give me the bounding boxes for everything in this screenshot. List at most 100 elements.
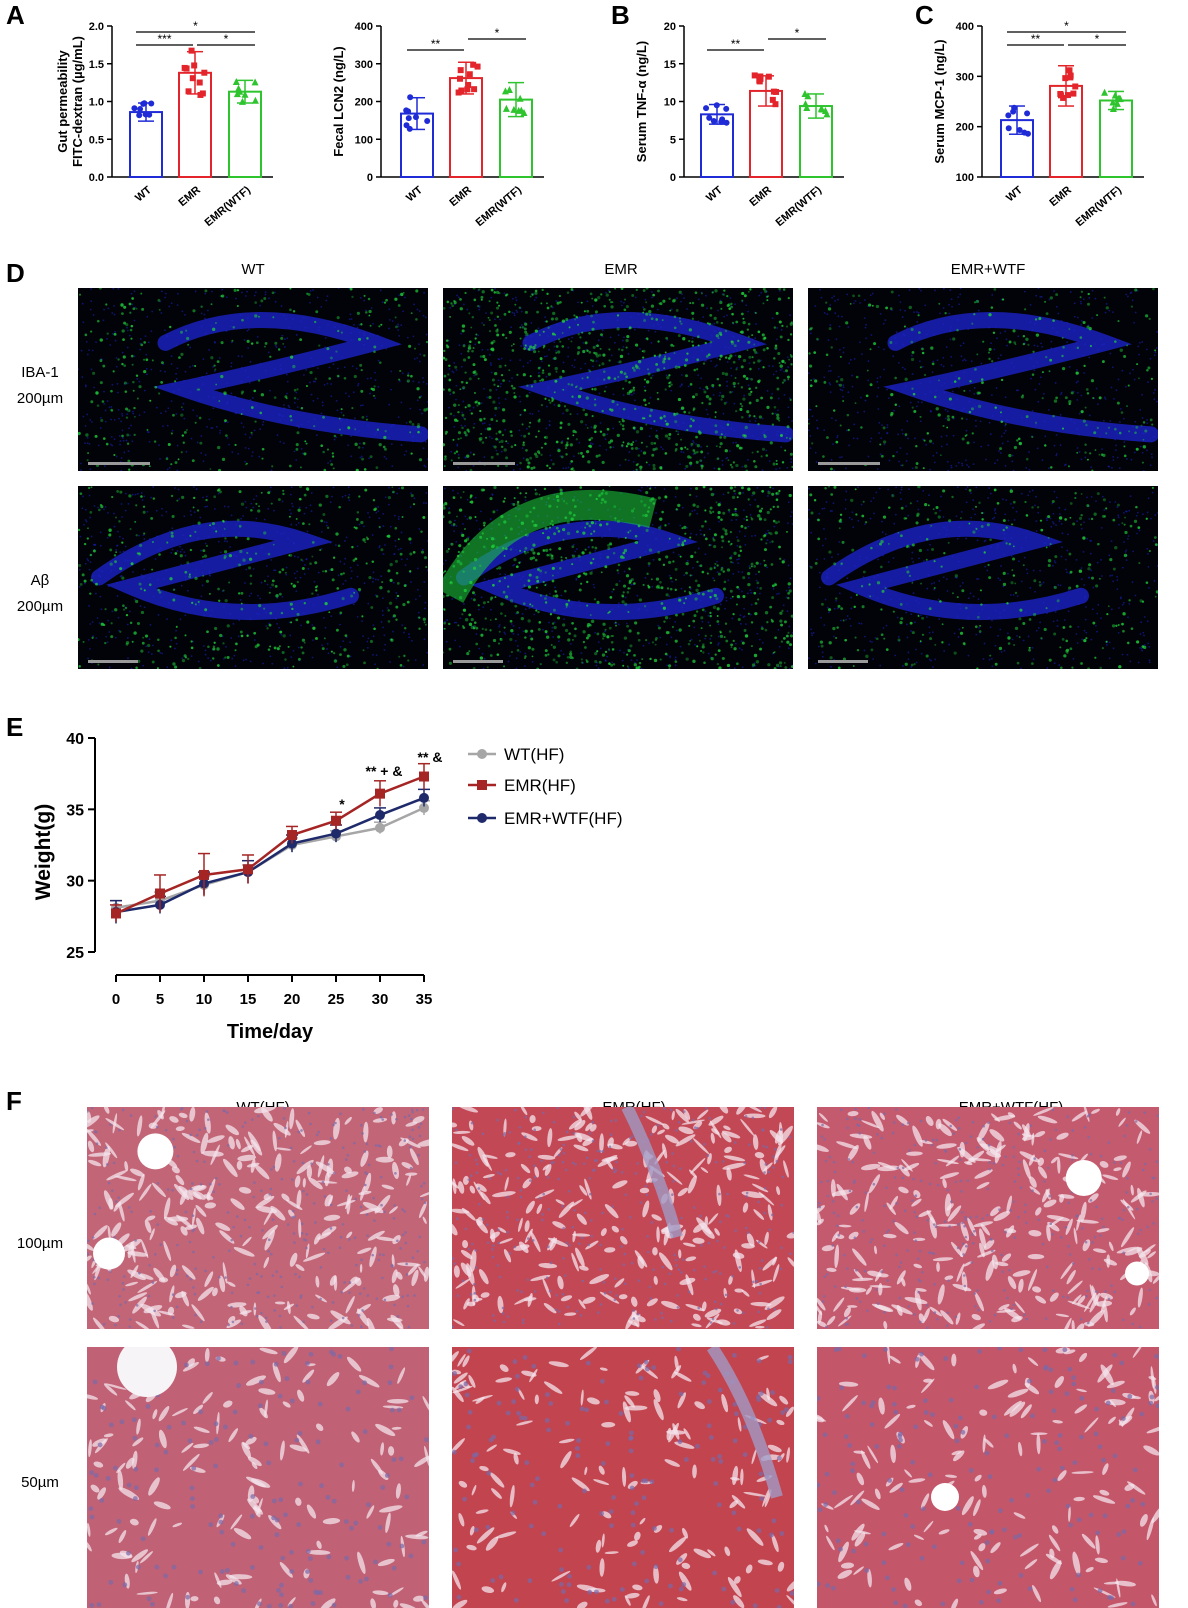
nucleus [208, 1440, 214, 1445]
sinusoid [724, 1546, 731, 1557]
sinusoid [171, 1408, 188, 1417]
nucleus [230, 1541, 236, 1547]
data-point [466, 71, 473, 78]
sinusoid [680, 1229, 686, 1241]
sinusoid [950, 1598, 959, 1608]
nucleus [283, 1107, 286, 1110]
nucleus [880, 1136, 883, 1140]
f-row-label-50um: 50µm [21, 1474, 59, 1491]
scale-bar [453, 660, 503, 663]
legend-label: EMR+WTF(HF) [504, 809, 623, 828]
nucleus [118, 1294, 121, 1298]
sinusoid [727, 1577, 742, 1598]
nucleus [822, 1432, 828, 1438]
sinusoid [452, 1178, 457, 1194]
sinusoid [903, 1162, 920, 1171]
nucleus [192, 1150, 196, 1154]
sinusoid [264, 1399, 268, 1418]
sinusoid [206, 1192, 211, 1201]
sinusoid [582, 1137, 594, 1147]
nucleus [456, 1217, 459, 1220]
nucleus [923, 1410, 929, 1415]
sinusoid [568, 1199, 583, 1208]
nucleus [1008, 1268, 1011, 1272]
sinusoid [557, 1135, 579, 1141]
nucleus [752, 1280, 755, 1284]
nucleus [788, 1135, 792, 1139]
nucleus [876, 1133, 879, 1136]
sinusoid [1037, 1157, 1045, 1167]
histology-image-r1-c1 [87, 1107, 429, 1329]
nucleus [491, 1248, 494, 1251]
data-point [1109, 104, 1117, 112]
nucleus [1120, 1555, 1126, 1561]
nucleus [642, 1110, 646, 1114]
sinusoid [683, 1428, 691, 1440]
sinusoid [764, 1296, 785, 1310]
nucleus [96, 1602, 102, 1608]
nucleus [997, 1347, 1003, 1351]
sinusoid [147, 1518, 157, 1536]
sinusoid [722, 1162, 746, 1170]
sinusoid [664, 1134, 680, 1144]
sinusoid [307, 1550, 331, 1555]
sinusoid [534, 1394, 539, 1405]
sinusoid [158, 1429, 167, 1449]
sinusoid [990, 1542, 1001, 1554]
y-tick-label: 100 [956, 172, 974, 184]
nucleus [568, 1243, 571, 1247]
nucleus [387, 1380, 393, 1386]
sinusoid [1027, 1357, 1039, 1366]
sinusoid [369, 1246, 377, 1268]
nucleus [650, 1133, 653, 1136]
nucleus [652, 1526, 657, 1531]
nucleus [189, 1485, 195, 1491]
nucleus [629, 1473, 635, 1479]
nucleus [1076, 1517, 1082, 1523]
sinusoid [407, 1263, 419, 1276]
nucleus [579, 1314, 583, 1317]
nucleus [906, 1121, 910, 1125]
sinusoid [93, 1461, 104, 1468]
sinusoid [129, 1168, 145, 1177]
nucleus [341, 1316, 345, 1320]
nucleus [621, 1227, 624, 1231]
nucleus [922, 1398, 928, 1404]
nucleus [892, 1121, 896, 1124]
nucleus [661, 1265, 665, 1269]
nucleus [403, 1115, 407, 1119]
nucleus [1042, 1439, 1047, 1444]
histology-image-r2-c1 [87, 1347, 429, 1608]
nucleus [908, 1149, 911, 1152]
histology-image-r1-c2 [452, 1107, 794, 1329]
sinusoid [151, 1182, 167, 1198]
sinusoid [1116, 1246, 1138, 1254]
nucleus [914, 1194, 918, 1198]
nucleus [1136, 1232, 1140, 1236]
sinusoid [925, 1116, 934, 1126]
sinusoid [139, 1551, 153, 1564]
sinusoid [313, 1140, 331, 1146]
series-line [115, 775, 425, 915]
nucleus [677, 1439, 683, 1445]
nucleus [1057, 1433, 1063, 1438]
nucleus [1107, 1141, 1111, 1144]
nucleus [912, 1177, 915, 1181]
sinusoid [929, 1306, 943, 1317]
sinusoid [854, 1530, 871, 1535]
nucleus [248, 1433, 254, 1439]
panel-label-a: A [6, 0, 25, 30]
sinusoid [293, 1315, 310, 1329]
nucleus [958, 1158, 962, 1162]
sinusoid [366, 1505, 375, 1519]
nucleus [771, 1213, 774, 1217]
nucleus [454, 1161, 458, 1164]
sinusoid [382, 1294, 401, 1302]
nucleus [1072, 1597, 1078, 1603]
data-point [723, 119, 730, 126]
nucleus [675, 1264, 678, 1267]
sinusoid [233, 1246, 255, 1257]
nucleus [501, 1311, 505, 1315]
nucleus [267, 1238, 271, 1242]
bar [228, 90, 262, 178]
